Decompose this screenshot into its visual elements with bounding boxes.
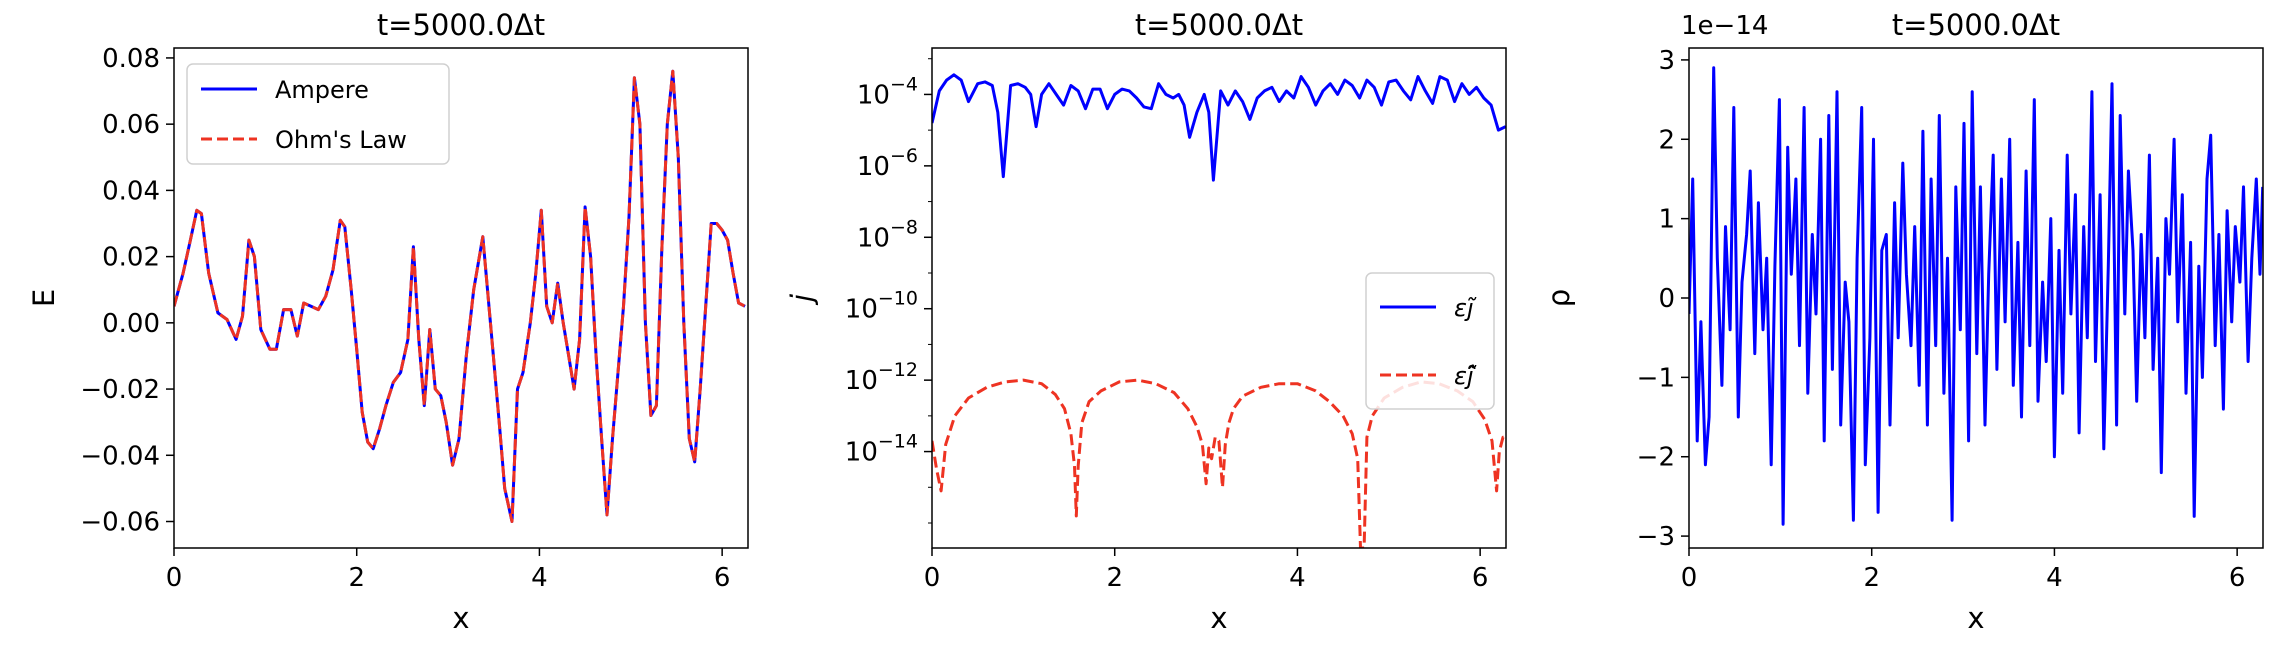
x-tick-label: 0: [1681, 563, 1698, 593]
plot-frame: [931, 47, 1507, 549]
y-tick-label: 0.00: [102, 309, 160, 339]
x-axis-label: x: [1210, 601, 1227, 635]
chart-title: t=5000.0Δt: [1135, 8, 1303, 42]
y-axis-label: j: [785, 293, 819, 306]
x-axis-label: x: [452, 601, 469, 635]
x-tick-label: 4: [2046, 563, 2063, 593]
y-tick-label: −0.04: [80, 441, 160, 471]
y-tick-label: 10−12: [845, 359, 918, 396]
plot-frame: [1688, 47, 2264, 549]
y-tick-label: 10−14: [845, 431, 918, 468]
x-tick-label: 6: [2229, 563, 2246, 593]
x-tick-label: 2: [348, 563, 365, 593]
x-tick-label: 0: [166, 563, 183, 593]
legend-label: εj̃̂: [1454, 362, 1477, 390]
y-tick-label: 0: [1658, 284, 1675, 314]
y-axis-label: E: [27, 289, 61, 307]
panel-current-density: t=5000.0Δt x j 0 2 4 6 10−4 10−6 10−8 10−10 10−12 10…: [785, 8, 1507, 635]
y-tick-label: −0.06: [80, 508, 160, 538]
legend-label: Ohm's Law: [275, 126, 407, 154]
y-tick-label: −3: [1637, 522, 1675, 552]
y-tick-label: 0.04: [102, 176, 160, 206]
x-tick-label: 2: [1863, 563, 1880, 593]
y-axis-label: ρ: [1542, 289, 1576, 307]
y-tick-label: 10−8: [857, 216, 918, 253]
x-tick-label: 0: [924, 563, 941, 593]
plot-frame: [173, 47, 749, 549]
legend: εj̃ εj̃̂: [1365, 272, 1495, 410]
y-tick-label: 1: [1658, 205, 1675, 235]
panel-charge-density: t=5000.0Δt x ρ 0 2 4 6 −3 −2 −1 0 1 2 31e−14: [1542, 8, 2264, 635]
legend: Ampere Ohm's Law: [186, 63, 450, 165]
y-offset-label: 1e−14: [1681, 11, 1768, 41]
series-line-primary: [932, 73, 1506, 182]
x-tick-label: 4: [531, 563, 548, 593]
series-line-primary: [1689, 66, 2263, 526]
series-line-secondary: [174, 69, 746, 523]
legend-label: Ampere: [275, 76, 369, 104]
chart-title: t=5000.0Δt: [377, 8, 545, 42]
y-tick-label: 0.02: [102, 243, 160, 273]
y-tick-label: 10−4: [857, 73, 918, 110]
x-tick-label: 6: [1472, 563, 1489, 593]
y-tick-label: −0.02: [80, 375, 160, 405]
y-tick-label: 10−6: [857, 145, 918, 182]
y-tick-label: 0.08: [102, 44, 160, 74]
y-tick-label: 3: [1658, 46, 1675, 76]
y-tick-label: −2: [1637, 443, 1675, 473]
chart-title: t=5000.0Δt: [1892, 8, 2060, 42]
y-tick-label: 2: [1658, 125, 1675, 155]
legend-label: εj̃: [1454, 294, 1477, 322]
y-tick-label: 10−10: [845, 288, 918, 325]
x-tick-label: 4: [1289, 563, 1306, 593]
y-tick-label: −1: [1637, 363, 1675, 393]
x-axis-label: x: [1967, 601, 1984, 635]
legend-box: [1365, 272, 1495, 410]
y-tick-label: 0.06: [102, 110, 160, 140]
x-tick-label: 2: [1106, 563, 1123, 593]
x-tick-label: 6: [714, 563, 731, 593]
panel-electric-field: t=5000.0Δt x E 0 2 4 6 −0.06 −0.04 −0.02 0.00 0.02 0…: [27, 8, 749, 635]
